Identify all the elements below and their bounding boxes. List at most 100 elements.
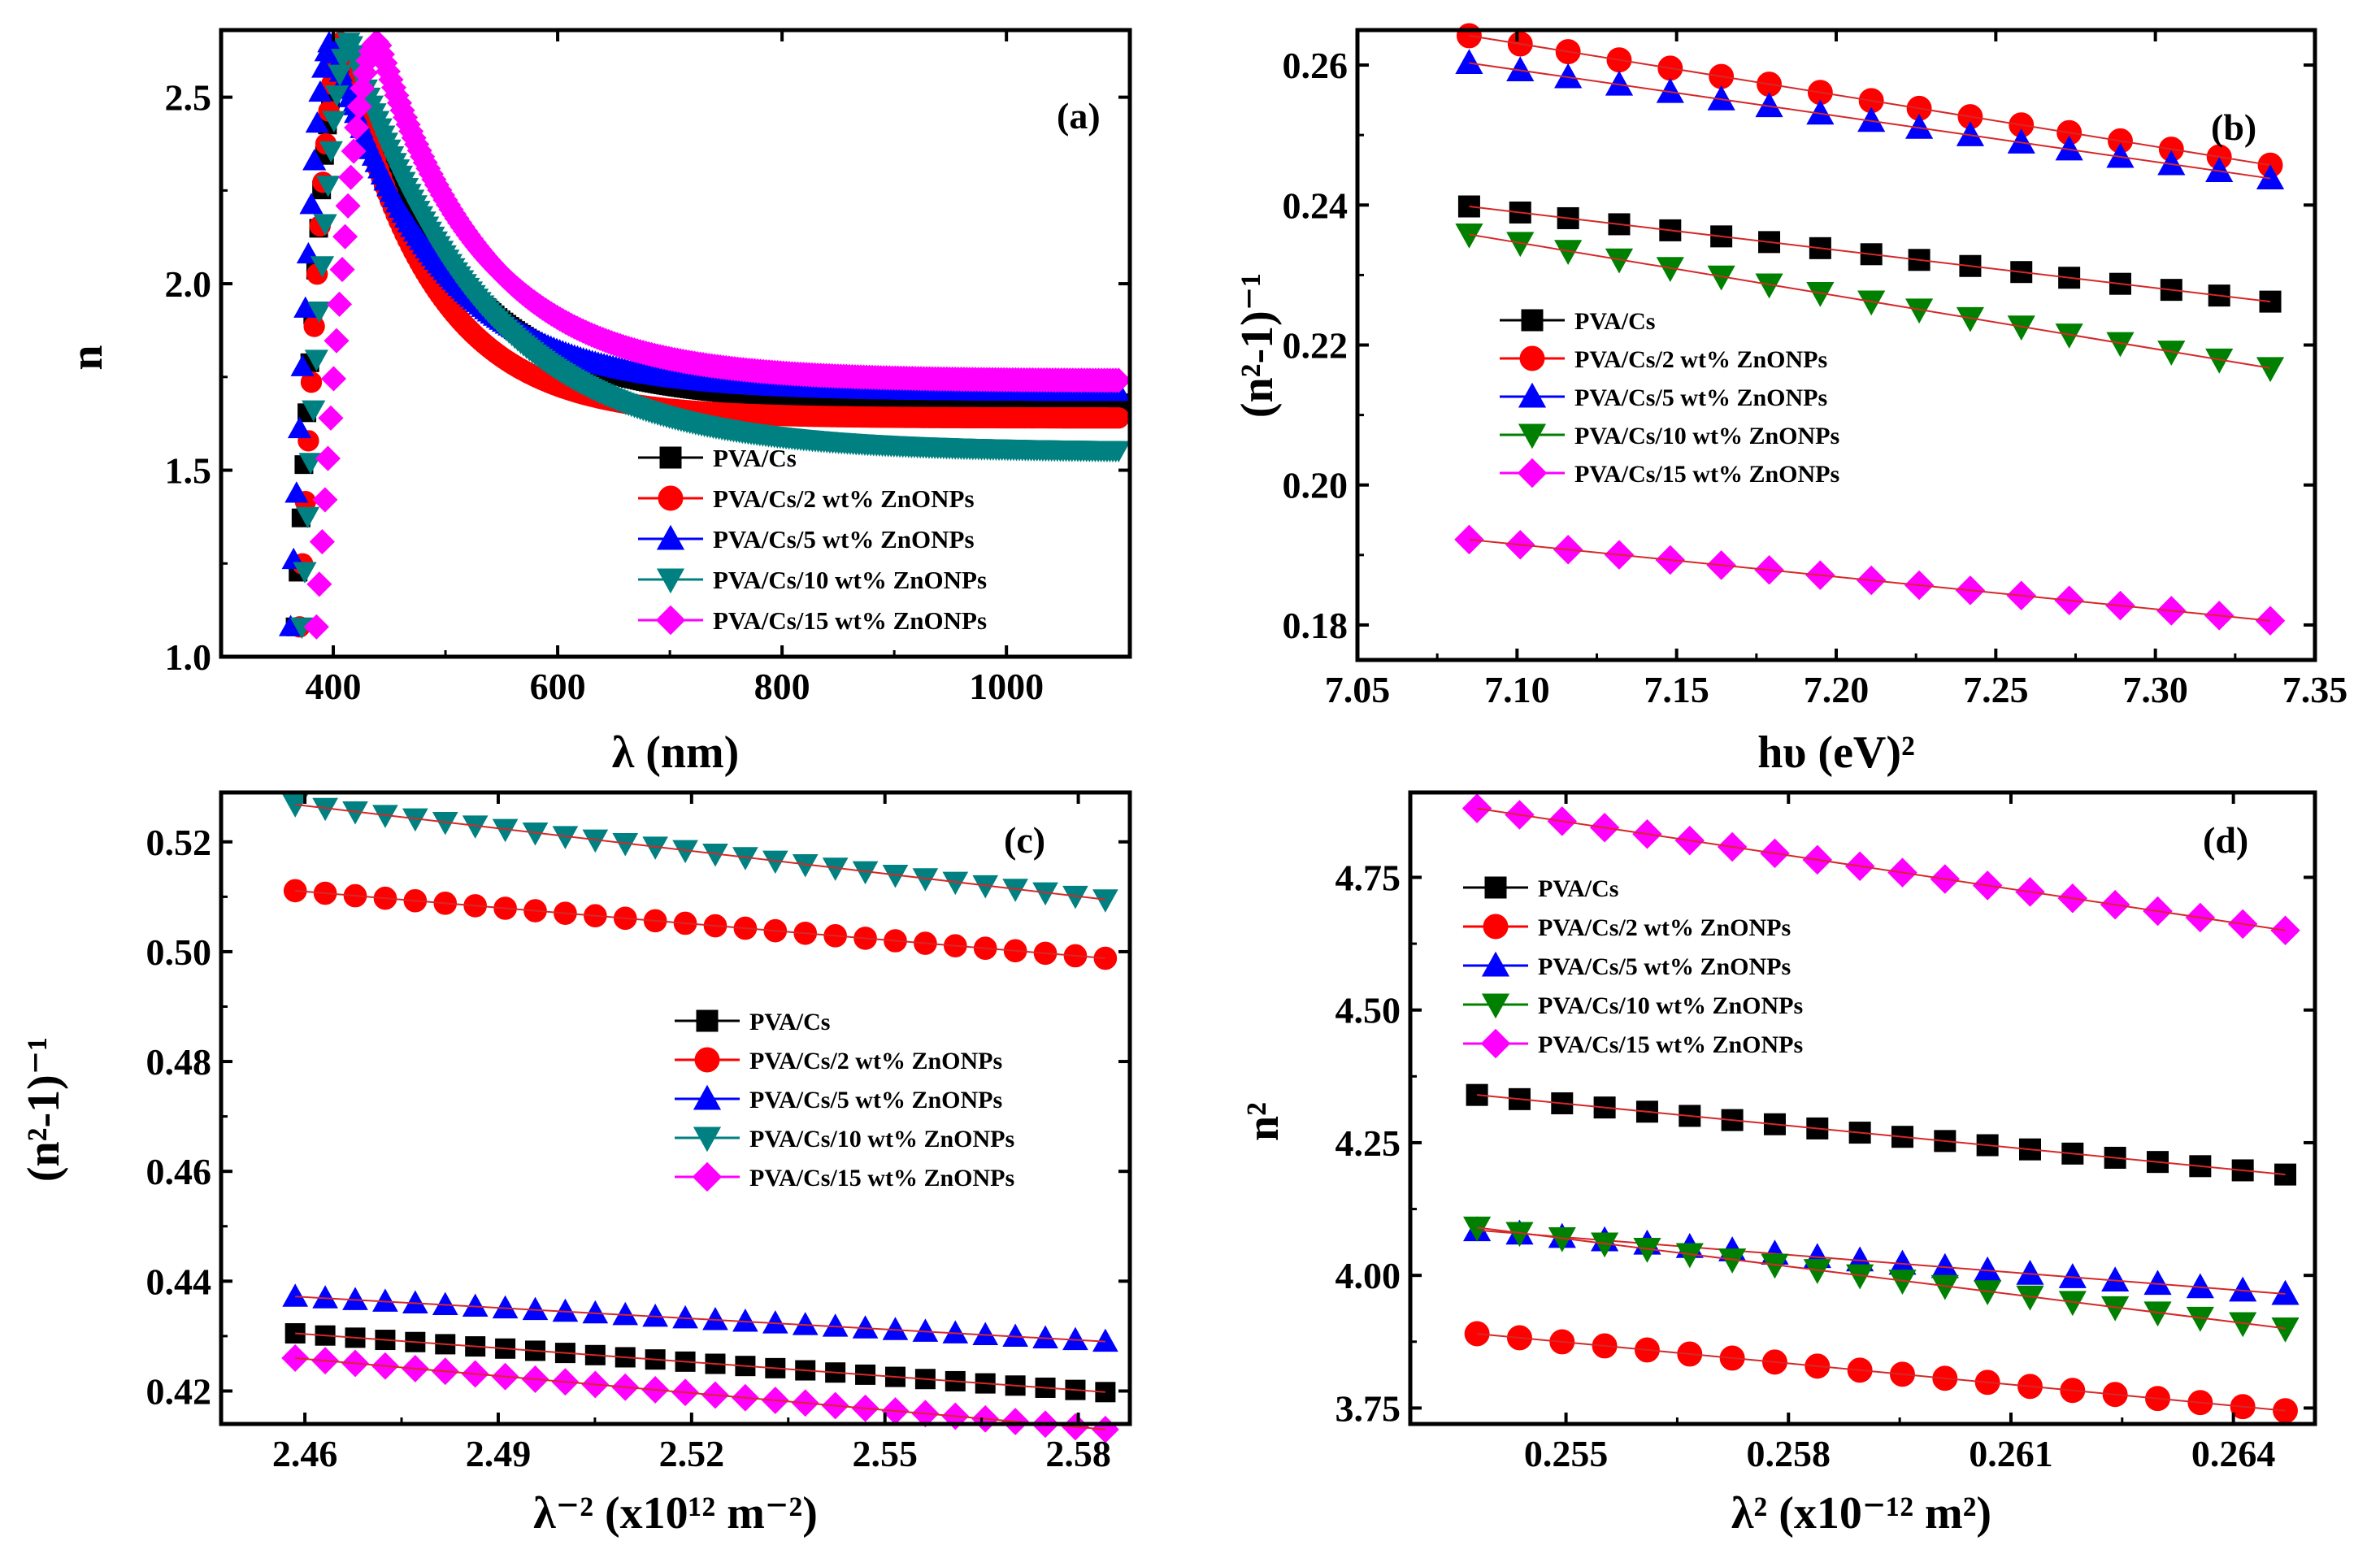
panel-d-label: (d)	[2203, 819, 2248, 861]
data-point	[882, 1317, 909, 1340]
panel-c-frame	[219, 790, 1132, 1426]
data-point	[302, 149, 327, 171]
data-point	[912, 1318, 939, 1342]
data-point	[582, 1300, 609, 1324]
data-point	[332, 224, 358, 250]
fit-line	[1477, 1333, 2286, 1412]
data-point	[972, 1322, 999, 1345]
panel-d-xtick-label: 0.264	[2191, 1433, 2276, 1474]
fit-line	[1477, 1094, 2286, 1176]
legend-marker	[1481, 951, 1510, 977]
panel-d-xtick-label: 0.258	[1747, 1433, 1831, 1474]
legend-entry: PVA/Cs/5 wt% ZnONPs	[1574, 384, 1827, 411]
panel-c-ytick-label: 0.46	[146, 1151, 212, 1192]
panel-c-ytick-label: 0.52	[146, 822, 212, 863]
data-point	[310, 256, 335, 278]
panel-c-xtick-label: 2.55	[852, 1433, 918, 1474]
data-point	[322, 111, 346, 132]
legend-marker	[1521, 309, 1544, 332]
panel-c-xtick-label: 2.58	[1045, 1433, 1111, 1474]
data-point	[1105, 367, 1131, 393]
data-point	[1062, 1326, 1088, 1351]
data-point	[642, 1303, 669, 1327]
legend-entry: PVA/Cs/5 wt% ZnONPs	[713, 525, 975, 553]
panel-c-label: (c)	[1004, 819, 1045, 861]
legend-marker	[1480, 1028, 1511, 1059]
panel-c-ytick-label: 0.42	[146, 1370, 212, 1412]
panel-b-ytick-label: 0.24	[1283, 184, 1349, 226]
panel-b: 7.05 7.10 7.15 7.20 7.25 7.30 7.35 0.18 0.20 0.22…	[1232, 23, 2347, 778]
panel-a-xtick-label: 800	[754, 666, 810, 707]
data-point	[282, 1283, 309, 1307]
panel-d-xtick-label: 0.261	[1969, 1433, 2053, 1474]
legend-entry: PVA/Cs/5 wt% ZnONPs	[749, 1087, 1002, 1113]
legend-marker	[696, 1009, 719, 1032]
legend-marker	[1483, 914, 1509, 940]
panel-b-axes: 7.05 7.10 7.15 7.20 7.25 7.30 7.35 0.18 0.20 0.22…	[1283, 30, 2347, 710]
data-point	[299, 193, 324, 215]
panel-d-ytick-label: 4.00	[1335, 1255, 1401, 1296]
legend-marker	[658, 485, 684, 511]
data-point	[1106, 441, 1131, 463]
fit-line	[1469, 34, 2271, 167]
data-point	[338, 164, 364, 190]
data-point	[308, 80, 332, 102]
panel-d-series	[1461, 793, 2300, 1424]
panel-c-xtick-label: 2.49	[466, 1433, 532, 1474]
panel-a-xlabel: λ (nm)	[612, 727, 740, 778]
panel-a-xtick-label: 600	[530, 666, 586, 707]
panel-d-ylabel: n²	[1238, 1102, 1288, 1141]
panel-a-xtick-label: 400	[306, 666, 362, 707]
panel-b-xtick-label: 7.15	[1644, 669, 1709, 710]
fit-line	[1469, 233, 2271, 369]
legend-marker	[655, 605, 686, 636]
legend-marker	[1519, 345, 1545, 371]
panel-d-xtick-label: 0.255	[1524, 1433, 1609, 1474]
data-point	[329, 257, 355, 283]
data-point	[342, 1287, 368, 1310]
panel-c: 2.46 2.49 2.52 2.55 2.58 0.42 0.44 0.46 0.48 0.50…	[19, 790, 1132, 1539]
legend-marker	[1484, 876, 1507, 899]
legend-entry: PVA/Cs/15 wt% ZnONPs	[1538, 1031, 1803, 1058]
data-point	[552, 1298, 579, 1322]
legend-entry: PVA/Cs/10 wt% ZnONPs	[1574, 423, 1839, 449]
legend-marker	[693, 1084, 722, 1110]
legend-marker	[692, 1161, 723, 1192]
data-point	[295, 506, 320, 529]
data-point	[303, 614, 329, 640]
panel-d-legend: PVA/Cs PVA/Cs/2 wt% ZnONPs PVA/Cs/5 wt% Zn…	[1463, 875, 1803, 1059]
panel-d-xlabel: λ² (x10⁻¹² m²)	[1731, 1488, 1991, 1539]
legend-entry: PVA/Cs/2 wt% ZnONPs	[1574, 346, 1827, 373]
data-point	[1108, 407, 1130, 429]
data-point	[318, 405, 344, 431]
panel-a-ylabel: n	[62, 345, 112, 370]
data-point	[672, 1304, 698, 1329]
data-point	[324, 85, 350, 107]
fit-line	[295, 803, 1105, 901]
data-point	[732, 1308, 758, 1332]
legend-marker	[1517, 458, 1548, 488]
panel-b-ytick-label: 0.20	[1283, 465, 1349, 506]
panel-a-series	[278, 28, 1131, 640]
data-point	[372, 1288, 398, 1312]
panel-b-xtick-label: 7.10	[1484, 669, 1550, 710]
data-point	[326, 291, 353, 317]
data-point	[281, 1344, 310, 1372]
data-point	[612, 1301, 639, 1326]
legend-marker	[693, 1126, 722, 1152]
panel-d-axes: 0.255 0.258 0.261 0.264 3.75 4.00 4.25 4.50 4.75	[1335, 792, 2315, 1474]
panel-b-xlabel: hυ (eV)²	[1757, 727, 1915, 778]
fit-line	[1476, 807, 2286, 931]
data-point	[293, 562, 317, 584]
panel-d-ytick-label: 3.75	[1335, 1387, 1401, 1429]
legend-entry: PVA/Cs	[749, 1009, 830, 1035]
panel-d-ytick-label: 4.25	[1335, 1122, 1401, 1164]
data-point	[324, 328, 350, 354]
fit-line	[295, 889, 1105, 960]
panel-b-label: (b)	[2211, 106, 2256, 148]
data-point	[1002, 1323, 1028, 1347]
panel-c-xtick-label: 2.52	[659, 1433, 725, 1474]
legend-entry: PVA/Cs/5 wt% ZnONPs	[1538, 953, 1791, 980]
panel-b-ytick-label: 0.26	[1283, 45, 1349, 86]
